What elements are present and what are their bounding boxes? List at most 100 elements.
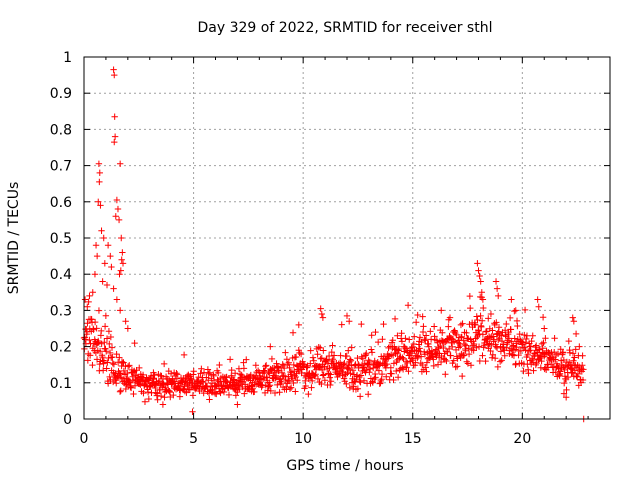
data-point bbox=[181, 388, 189, 395]
data-point bbox=[256, 369, 263, 376]
data-point bbox=[273, 360, 280, 367]
data-point bbox=[532, 343, 539, 351]
data-point bbox=[410, 340, 418, 348]
data-point bbox=[374, 338, 382, 346]
data-point bbox=[119, 359, 126, 367]
data-point bbox=[580, 366, 587, 373]
data-point bbox=[473, 313, 480, 320]
data-point bbox=[498, 357, 505, 364]
data-point bbox=[96, 348, 104, 355]
data-point bbox=[318, 354, 325, 362]
data-point bbox=[117, 267, 125, 274]
data-point bbox=[538, 340, 546, 348]
data-point bbox=[517, 347, 525, 355]
data-point bbox=[559, 348, 567, 356]
data-point bbox=[200, 378, 207, 386]
data-point bbox=[189, 392, 197, 399]
axis-ticks bbox=[83, 56, 610, 420]
data-point bbox=[217, 389, 224, 397]
data-point bbox=[281, 364, 288, 372]
data-point bbox=[513, 343, 520, 351]
data-point bbox=[103, 335, 111, 342]
data-point bbox=[521, 331, 528, 339]
data-point bbox=[309, 377, 316, 385]
data-point bbox=[116, 307, 124, 314]
data-point bbox=[458, 372, 466, 380]
data-point bbox=[126, 362, 133, 369]
y-tick-label: 0.4 bbox=[50, 267, 72, 283]
data-point bbox=[338, 321, 345, 328]
data-point bbox=[419, 313, 426, 320]
data-point bbox=[576, 343, 583, 350]
data-point bbox=[419, 361, 426, 369]
data-point bbox=[439, 329, 446, 336]
data-point bbox=[231, 369, 239, 377]
data-point bbox=[422, 337, 429, 344]
data-point bbox=[389, 337, 396, 344]
data-point bbox=[569, 314, 576, 321]
data-point bbox=[262, 363, 269, 370]
data-point bbox=[189, 408, 196, 415]
data-point bbox=[417, 353, 425, 360]
data-point bbox=[520, 367, 527, 375]
data-point bbox=[425, 343, 433, 350]
data-point bbox=[140, 389, 147, 397]
data-point bbox=[200, 369, 208, 376]
data-point bbox=[487, 310, 495, 318]
data-point bbox=[366, 369, 373, 376]
data-point bbox=[476, 272, 483, 280]
x-tick-label: 0 bbox=[80, 431, 89, 447]
y-tick-label: 0.6 bbox=[50, 195, 72, 211]
data-point bbox=[226, 382, 233, 389]
data-point bbox=[193, 384, 200, 392]
data-point bbox=[361, 360, 368, 367]
data-point bbox=[158, 372, 165, 380]
data-point bbox=[157, 392, 165, 400]
data-point bbox=[111, 71, 118, 79]
data-point bbox=[278, 378, 285, 386]
data-point bbox=[93, 325, 100, 332]
data-point bbox=[383, 373, 390, 380]
data-point bbox=[571, 354, 578, 361]
data-point bbox=[474, 260, 481, 267]
data-point bbox=[569, 350, 577, 357]
data-point bbox=[266, 382, 274, 389]
data-point bbox=[460, 337, 467, 344]
data-point bbox=[450, 357, 457, 364]
data-point bbox=[176, 393, 184, 400]
data-point bbox=[480, 304, 487, 312]
data-point bbox=[476, 357, 484, 365]
data-point bbox=[152, 389, 159, 396]
data-point bbox=[292, 373, 299, 381]
data-point bbox=[422, 332, 430, 339]
data-point bbox=[445, 323, 452, 330]
data-point bbox=[223, 373, 230, 381]
data-point bbox=[340, 362, 347, 370]
data-point bbox=[419, 328, 427, 336]
data-point bbox=[412, 359, 419, 366]
data-point bbox=[369, 379, 377, 386]
data-point bbox=[327, 381, 334, 389]
data-point bbox=[317, 355, 324, 363]
data-point bbox=[114, 359, 122, 366]
data-point bbox=[95, 339, 102, 346]
data-point bbox=[398, 338, 406, 345]
data-point bbox=[459, 320, 466, 327]
data-point bbox=[318, 380, 325, 388]
data-point bbox=[492, 278, 500, 285]
data-point bbox=[478, 289, 485, 296]
data-point bbox=[430, 362, 437, 370]
data-point bbox=[305, 390, 312, 398]
data-point bbox=[86, 292, 93, 300]
data-point bbox=[98, 227, 105, 234]
data-point bbox=[465, 345, 472, 352]
data-point bbox=[307, 360, 314, 367]
data-point bbox=[95, 160, 103, 167]
data-point bbox=[205, 390, 213, 397]
data-point bbox=[345, 347, 352, 354]
data-point bbox=[346, 356, 354, 363]
data-point bbox=[97, 202, 104, 209]
data-point bbox=[458, 333, 465, 340]
data-point bbox=[314, 351, 321, 358]
data-point bbox=[572, 346, 579, 353]
